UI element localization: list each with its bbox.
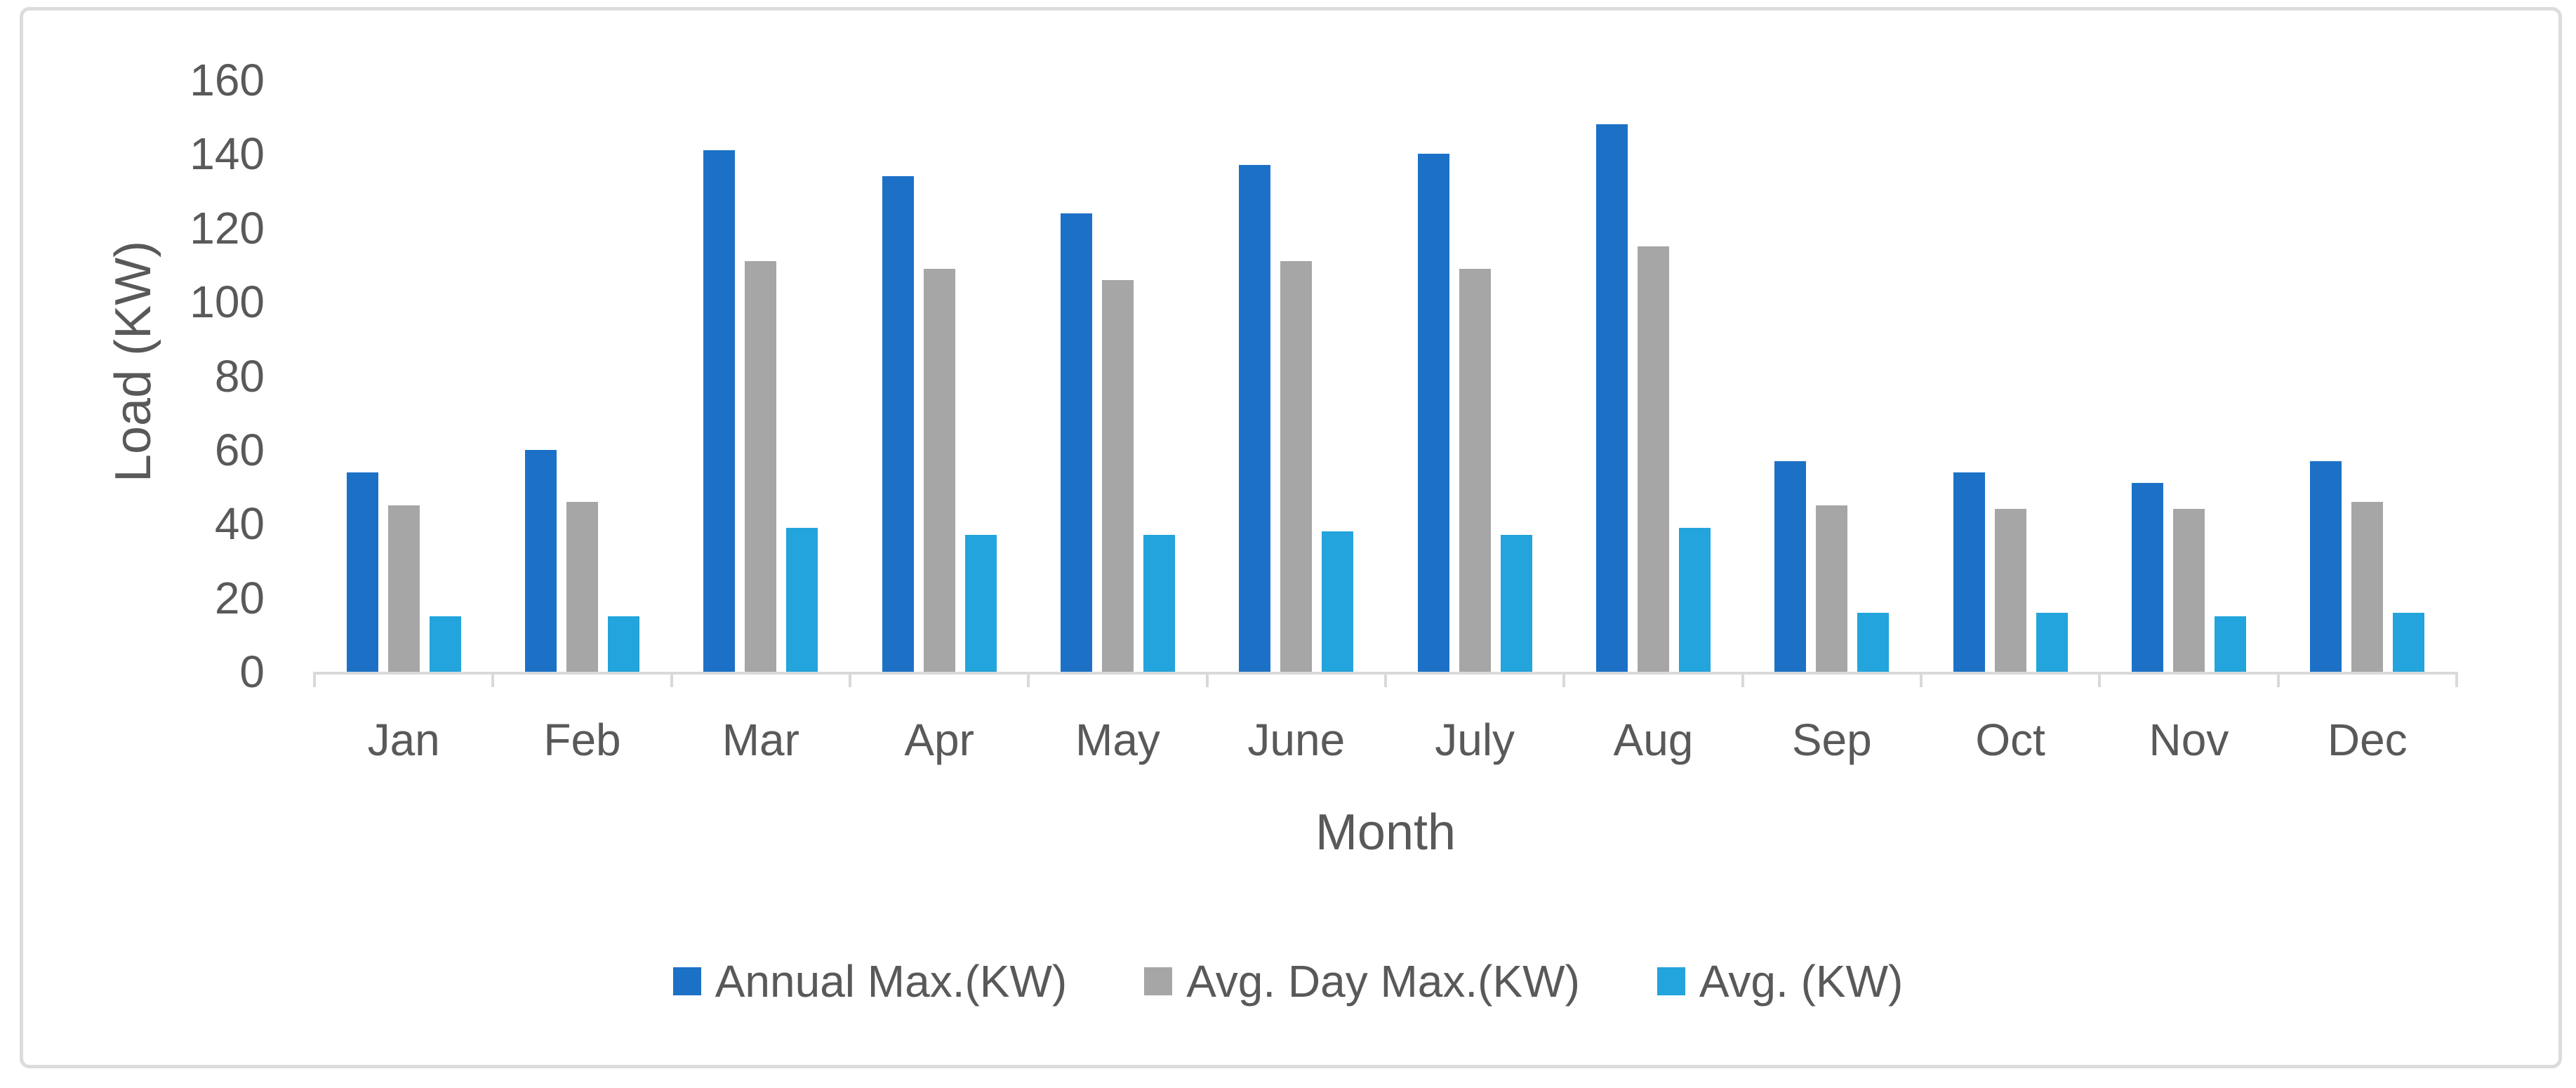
y-tick-label: 20 [214,572,265,623]
bar [1417,154,1449,672]
x-label-nov: Nov [2149,715,2229,765]
plot-area [313,80,2458,687]
x-axis-title: Month [1315,804,1456,861]
bar [2351,501,2384,672]
bar-group-nov [2099,80,2278,672]
x-label-oct: Oct [1975,715,2045,765]
bar [2036,612,2068,672]
bar [2310,460,2342,672]
x-label-aug: Aug [1613,715,1694,765]
bar-group-may [1028,80,1207,672]
x-label-mar: Mar [722,715,799,765]
bar [1637,246,1669,672]
legend-label: Annual Max.(KW) [715,956,1068,1007]
x-tick-mark [1562,672,1566,687]
bar-group-feb [493,80,671,672]
x-label-jan: Jan [367,715,440,765]
bar [2172,509,2205,672]
x-label-june: June [1247,715,1346,765]
bar [1857,612,1890,672]
x-label-sep: Sep [1791,715,1872,765]
bar [964,535,997,672]
x-label-feb: Feb [543,715,621,765]
y-tick-label: 160 [190,55,265,105]
bar [1143,535,1175,672]
bar-group-jan [314,80,493,672]
x-tick-mark [1741,672,1744,687]
y-axis-tick-labels: 0 20 40 60 80 100 120 140 160 [0,58,265,694]
bar [2214,616,2246,672]
x-tick-mark [1920,672,1923,687]
x-tick-mark [313,672,316,687]
bar [346,472,378,672]
bar [524,449,557,672]
legend-label: Avg. (KW) [1699,956,1904,1007]
bar [1280,261,1313,672]
bar [2131,483,2163,672]
bar-group-sep [1743,80,1921,672]
bar [2393,612,2425,672]
x-tick-mark [2455,672,2458,687]
bar-group-mar [672,80,850,672]
x-tick-mark [1205,672,1209,687]
x-label-may: May [1075,715,1160,765]
bar [429,616,461,672]
x-label-july: July [1435,715,1515,765]
bar [1953,472,1985,672]
legend-swatch-icon [672,967,701,995]
bar-group-apr [850,80,1028,672]
y-tick-label: 0 [239,646,265,697]
bar [607,616,639,672]
x-tick-mark [849,672,851,687]
bar [1322,531,1354,672]
legend: Annual Max.(KW) Avg. Day Max.(KW) Avg. (KW… [0,948,2576,1015]
bar-group-oct [1921,80,2099,672]
bar [923,268,955,672]
bar [387,505,420,672]
x-tick-mark [1384,672,1387,687]
bar [1101,279,1134,672]
bar-groups [314,80,2457,672]
bar [1816,505,1848,672]
bar [1678,527,1711,672]
x-label-dec: Dec [2327,715,2408,765]
x-tick-mark [670,672,673,687]
legend-label: Avg. Day Max.(KW) [1186,956,1580,1007]
bar-group-june [1207,80,1386,672]
y-tick-label: 140 [190,128,265,180]
x-label-apr: Apr [904,715,974,765]
x-tick-mark [1027,672,1030,687]
x-tick-mark [491,672,495,687]
bar [745,261,777,672]
bar [566,501,598,672]
legend-item: Annual Max.(KW) [672,955,1068,1007]
x-axis-category-labels: Jan Feb Mar Apr May June July Aug Sep Oct Nov Dec [314,702,2457,778]
y-tick-label: 120 [190,202,265,253]
bar [1060,213,1092,672]
bar-group-july [1386,80,1564,672]
x-tick-mark [2098,672,2102,687]
y-tick-label: 40 [214,498,265,550]
bar-group-aug [1564,80,1742,672]
x-tick-mark [2276,672,2280,687]
bar [786,527,818,672]
y-tick-label: 60 [214,424,265,475]
bar [1595,124,1628,672]
legend-item: Avg. Day Max.(KW) [1144,955,1580,1007]
bar [1459,268,1491,672]
bar [1774,460,1807,672]
y-tick-label: 80 [214,350,265,402]
bar [1500,535,1532,672]
bar [882,176,914,672]
legend-item: Avg. (KW) [1657,955,1903,1007]
bar [1239,165,1271,672]
legend-swatch-icon [1144,967,1173,995]
bar-group-dec [2278,80,2457,672]
bar [703,150,736,672]
bar [1994,509,2026,672]
legend-swatch-icon [1657,967,1685,995]
y-tick-label: 100 [190,277,265,328]
